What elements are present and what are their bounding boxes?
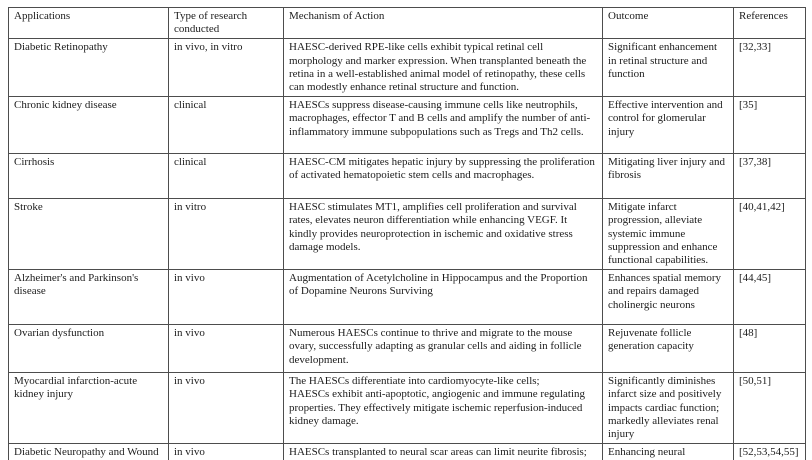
cell-mechanism: HAESC-CM mitigates hepatic injury by sup… [283,153,603,200]
cell-outcome: Mitigate infarct progression, alleviate … [602,198,734,271]
column-header-research-type: Type of research conducted [168,6,284,40]
cell-references: [35] [733,96,806,155]
cell-application: Diabetic Neuropathy and Wound Healing [8,443,169,460]
column-header-mechanism: Mechanism of Action [283,6,603,40]
cell-references: [48] [733,324,806,374]
cell-mechanism: HAESCs transplanted to neural scar areas… [283,443,603,460]
table-header-row: Applications Type of research conducted … [8,6,806,40]
table-row: Ovarian dysfunction in vivo Numerous HAE… [8,324,806,374]
cell-mechanism: HAESC stimulates MT1, amplifies cell pro… [283,198,603,271]
cell-application: Ovarian dysfunction [8,324,169,374]
cell-references: [52,53,54,55] [733,443,806,460]
cell-research-type: in vivo [168,372,284,445]
cell-mechanism: HAESC-derived RPE-like cells exhibit typ… [283,38,603,98]
cell-references: [37,38] [733,153,806,200]
cell-application: Alzheimer's and Parkinson's disease [8,269,169,326]
cell-outcome: Significantly diminishes infarct size an… [602,372,734,445]
cell-outcome: Effective intervention and control for g… [602,96,734,155]
cell-mechanism: The HAESCs differentiate into cardiomyoc… [283,372,603,445]
table-row: Diabetic Neuropathy and Wound Healing in… [8,443,806,460]
cell-references: [44,45] [733,269,806,326]
cell-research-type: in vivo [168,324,284,374]
table-row: Alzheimer's and Parkinson's disease in v… [8,269,806,326]
cell-research-type: in vivo [168,443,284,460]
cell-research-type: in vivo, in vitro [168,38,284,98]
table-row: Chronic kidney disease clinical HAESCs s… [8,96,806,155]
table-row: Diabetic Retinopathy in vivo, in vitro H… [8,38,806,98]
table-row: Myocardial infarction-acute kidney injur… [8,372,806,445]
cell-application: Diabetic Retinopathy [8,38,169,98]
cell-research-type: in vivo [168,269,284,326]
cell-mechanism: Numerous HAESCs continue to thrive and m… [283,324,603,374]
cell-mechanism: HAESCs suppress disease-causing immune c… [283,96,603,155]
applications-table: Applications Type of research conducted … [8,6,806,460]
cell-research-type: clinical [168,96,284,155]
cell-outcome: Mitigating liver injury and fibrosis [602,153,734,200]
cell-application: Cirrhosis [8,153,169,200]
cell-mechanism: Augmentation of Acetylcholine in Hippoca… [283,269,603,326]
cell-research-type: clinical [168,153,284,200]
table-row: Cirrhosis clinical HAESC-CM mitigates he… [8,153,806,200]
cell-outcome: Significant enhancement in retinal struc… [602,38,734,98]
table-row: Stroke in vitro HAESC stimulates MT1, am… [8,198,806,271]
cell-references: [32,33] [733,38,806,98]
cell-application: Chronic kidney disease [8,96,169,155]
column-header-applications: Applications [8,6,169,40]
cell-outcome: Rejuvenate follicle generation capacity [602,324,734,374]
cell-references: [50,51] [733,372,806,445]
cell-application: Myocardial infarction-acute kidney injur… [8,372,169,445]
cell-research-type: in vitro [168,198,284,271]
cell-application: Stroke [8,198,169,271]
cell-outcome: Enhances spatial memory and repairs dama… [602,269,734,326]
column-header-references: References [733,6,806,40]
column-header-outcome: Outcome [602,6,734,40]
cell-references: [40,41,42] [733,198,806,271]
cell-outcome: Enhancing neural regeneration; Facilitat… [602,443,734,460]
